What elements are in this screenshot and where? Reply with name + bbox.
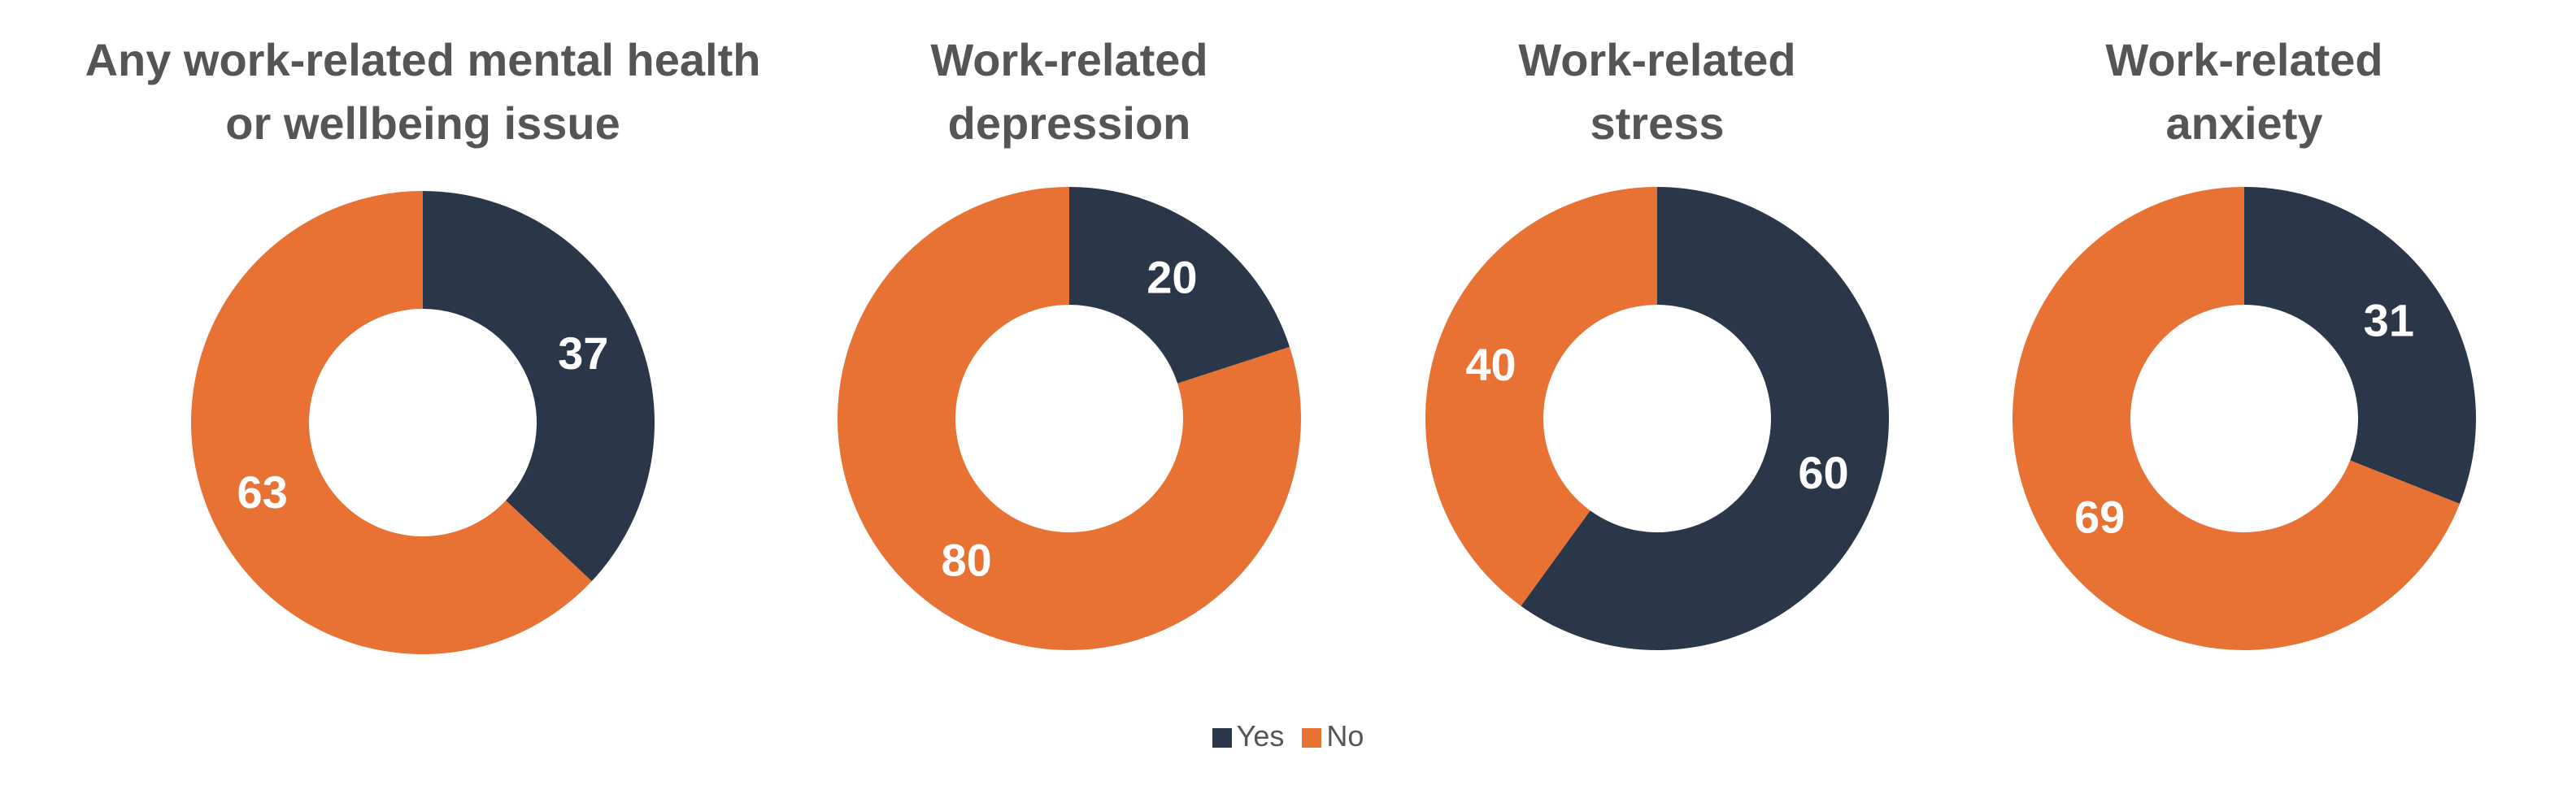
legend-swatch-yes xyxy=(1212,728,1232,748)
donut-3-label-yes: 60 xyxy=(1798,447,1848,498)
chart-title-depression: Work-related depression xyxy=(663,28,1476,155)
donut-2-label-yes: 20 xyxy=(1147,252,1197,303)
chart-title-any-issue: Any work-related mental health or wellbe… xyxy=(16,28,829,155)
legend-swatch-no xyxy=(1302,728,1322,748)
chart-title-line: or wellbeing issue xyxy=(225,98,620,149)
donut-2-slice-no xyxy=(838,187,1302,650)
chart-title-line: depression xyxy=(947,98,1191,149)
legend: Yes No xyxy=(0,719,2576,753)
donut-4-label-yes: 31 xyxy=(2364,295,2414,346)
donut-3-label-no: 40 xyxy=(1465,339,1516,390)
donut-4-slice-yes xyxy=(2244,187,2477,504)
donut-1-label-no: 63 xyxy=(237,466,288,518)
donut-4-slice-no xyxy=(2012,187,2460,650)
chart-title-line: anxiety xyxy=(2165,98,2323,149)
legend-item-no: No xyxy=(1302,719,1364,753)
chart-title-line: Any work-related mental health xyxy=(85,34,761,85)
donut-1-label-yes: 37 xyxy=(558,328,608,379)
donut-3-slice-yes xyxy=(1521,187,1889,650)
donut-1-slice-yes xyxy=(423,191,655,582)
donut-3-slice-no xyxy=(1425,187,1657,606)
chart-title-line: Work-related xyxy=(1518,34,1796,85)
chart-title-anxiety: Work-related anxiety xyxy=(1838,28,2576,155)
chart-title-stress: Work-related stress xyxy=(1251,28,2064,155)
chart-title-line: stress xyxy=(1590,98,1725,149)
chart-title-line: Work-related xyxy=(930,34,1208,85)
donut-1-slice-no xyxy=(190,191,592,654)
donut-2-slice-yes xyxy=(1069,187,1290,384)
legend-label-yes: Yes xyxy=(1236,719,1285,753)
donut-4-label-no: 69 xyxy=(2074,491,2125,542)
chart-title-line: Work-related xyxy=(2105,34,2383,85)
donut-2-label-no: 80 xyxy=(941,534,991,585)
legend-label-no: No xyxy=(1326,719,1364,753)
legend-item-yes: Yes xyxy=(1212,719,1285,753)
